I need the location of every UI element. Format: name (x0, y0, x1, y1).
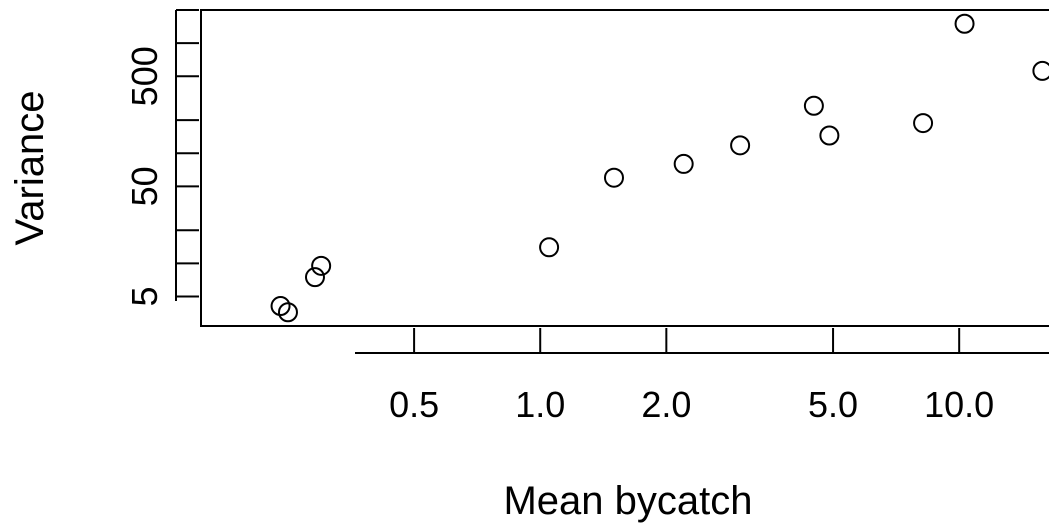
plot-frame (200, 9, 1049, 327)
y-tick-label: 5 (124, 287, 165, 307)
data-point (730, 135, 751, 156)
data-point (819, 125, 840, 146)
data-point (913, 113, 934, 134)
x-tick-label: 2.0 (641, 384, 691, 425)
data-point (1032, 60, 1049, 81)
x-tick-label: 1.0 (515, 384, 565, 425)
y-tick-label: 500 (124, 46, 165, 106)
data-points (270, 13, 1049, 323)
data-point (954, 13, 975, 34)
data-point (277, 302, 298, 323)
data-point (304, 267, 325, 288)
data-point (603, 167, 624, 188)
data-point (803, 95, 824, 116)
x-tick-label: 5.0 (808, 384, 858, 425)
data-point (270, 296, 291, 317)
x-tick-label: 10.0 (924, 384, 994, 425)
x-axis-title: Mean bycatch (503, 479, 752, 523)
data-point (311, 255, 332, 276)
y-axis-title: Variance (8, 91, 52, 246)
y-axis: 5 50 500 (124, 9, 199, 307)
data-point (539, 237, 560, 258)
x-axis: 0.5 1.0 2.0 5.0 10.0 (389, 328, 994, 425)
x-tick-label: 0.5 (389, 384, 439, 425)
data-point (673, 153, 694, 174)
y-tick-label: 50 (124, 166, 165, 206)
